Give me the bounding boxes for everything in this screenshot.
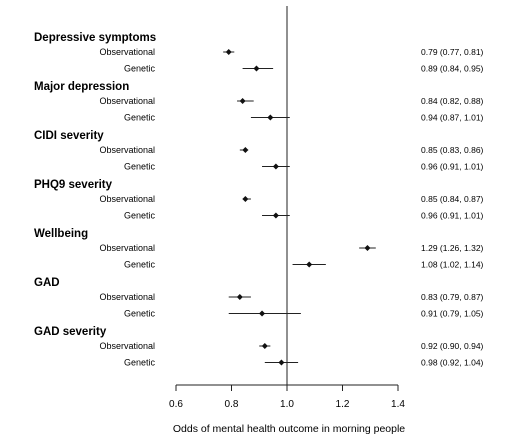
row-label: Observational [99,194,155,204]
estimate-point [272,163,279,170]
row-label: Genetic [124,64,156,74]
row-label: Genetic [124,162,156,172]
estimate-text: 0.79 (0.77, 0.81) [421,47,484,57]
estimate-text: 0.96 (0.91, 1.01) [421,211,484,221]
estimate-point [364,245,371,251]
group-label: GAD severity [34,326,107,338]
estimate-point [225,49,232,55]
marks-layer [223,6,376,385]
x-axis: 0.6 0.8 1.0 1.2 1.4 [169,384,405,410]
row-label: Genetic [124,309,156,319]
x-tick-label: 0.8 [225,399,239,410]
estimate-point [253,65,260,72]
row-label: Observational [99,145,155,155]
estimate-text: 0.91 (0.79, 1.05) [421,309,484,319]
estimate-point [261,343,268,349]
group-label: Wellbeing [34,228,88,240]
row-label: Genetic [124,113,156,123]
estimate-text: 0.98 (0.92, 1.04) [421,358,484,368]
group-label: Major depression [34,81,129,93]
x-tick-label: 1.0 [280,399,294,410]
row-label: Genetic [124,260,156,270]
estimate-text: 0.83 (0.79, 0.87) [421,292,484,302]
estimate-text: 1.08 (1.02, 1.14) [421,260,484,270]
estimate-point [242,147,249,153]
estimate-text: 0.94 (0.87, 1.01) [421,113,484,123]
x-axis-title: Odds of mental health outcome in morning… [173,423,405,435]
row-label: Observational [99,96,155,106]
x-tick-label: 1.4 [391,399,405,410]
estimate-text: 0.96 (0.91, 1.01) [421,162,484,172]
estimate-text: 0.84 (0.82, 0.88) [421,96,484,106]
estimate-point [239,98,246,104]
estimate-text: 1.29 (1.26, 1.32) [421,243,484,253]
estimate-text: 0.89 (0.84, 0.95) [421,64,484,74]
x-tick-label: 0.6 [169,399,183,410]
group-label: Depressive symptoms [34,32,156,44]
row-label: Observational [99,47,155,57]
x-tick-label: 1.2 [336,399,350,410]
group-label: PHQ9 severity [34,179,113,191]
estimate-point [267,114,274,121]
estimate-text: 0.85 (0.83, 0.86) [421,145,484,155]
labels-layer: Depressive symptoms Observational 0.79 (0.… [34,32,484,368]
estimate-point [242,196,249,202]
row-label: Observational [99,292,155,302]
row-label: Observational [99,243,155,253]
estimate-point [278,359,285,366]
estimate-text: 0.85 (0.84, 0.87) [421,194,484,204]
estimate-point [306,261,313,268]
row-label: Observational [99,341,155,351]
row-label: Genetic [124,358,156,368]
row-label: Genetic [124,211,156,221]
group-label: CIDI severity [34,130,104,142]
estimate-text: 0.92 (0.90, 0.94) [421,341,484,351]
estimate-point [236,294,243,300]
group-label: GAD [34,277,60,289]
estimate-point [272,212,279,219]
estimate-point [259,310,266,317]
